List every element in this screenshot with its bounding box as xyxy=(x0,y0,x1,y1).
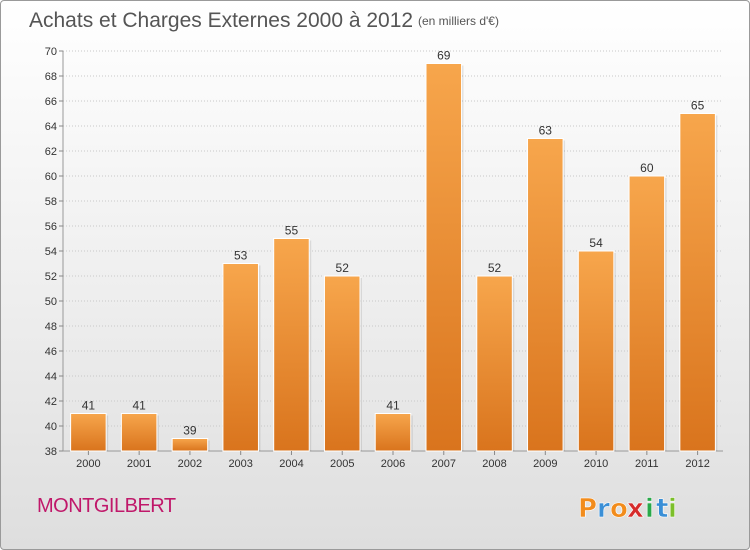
y-tick-label: 66 xyxy=(45,96,57,108)
x-tick-label: 2000 xyxy=(76,458,100,470)
logo-letter: r xyxy=(597,494,610,524)
bar-2007 xyxy=(425,63,463,452)
x-tick-label: 2002 xyxy=(178,458,202,470)
y-tick-labels: 38 40 42 44 46 48 50 52 54 56 58 60 62 64 66 68 70 xyxy=(45,46,63,458)
chart-subtitle: (en milliers d'€) xyxy=(418,14,499,28)
y-tick-label: 56 xyxy=(45,221,57,233)
commune-name: MONTGILBERT xyxy=(37,495,176,517)
bar-2001 xyxy=(120,413,158,452)
x-tick-label: 2010 xyxy=(584,458,608,470)
bar-value-label: 69 xyxy=(437,49,451,63)
bar-value-label: 39 xyxy=(183,424,197,438)
bar-2002 xyxy=(171,438,209,452)
x-tick-label: 2004 xyxy=(279,458,303,470)
grid-lines xyxy=(63,50,723,452)
bars xyxy=(70,63,718,452)
y-tick-label: 64 xyxy=(45,121,57,133)
bar-value-label: 55 xyxy=(285,224,299,238)
x-tick-label: 2009 xyxy=(533,458,557,470)
bar-value-label: 41 xyxy=(82,399,96,413)
y-tick-label: 54 xyxy=(45,246,57,258)
y-tick-label: 70 xyxy=(45,46,57,58)
bar-2008 xyxy=(476,275,513,452)
logo-letter: i xyxy=(668,494,677,524)
bar-value-label: 65 xyxy=(691,99,705,113)
bar-value-label: 63 xyxy=(539,124,553,138)
bar-value-label: 54 xyxy=(589,236,603,250)
x-tick-label: 2008 xyxy=(482,458,506,470)
x-tick-label: 2001 xyxy=(127,458,151,470)
y-tick-label: 62 xyxy=(45,146,57,158)
logo-letter: x xyxy=(627,494,644,524)
logo-letter: i xyxy=(645,494,654,524)
bar-value-label: 53 xyxy=(234,249,248,263)
logo-letter: o xyxy=(610,494,628,524)
y-tick-label: 50 xyxy=(45,296,57,308)
bar-2000 xyxy=(70,413,107,452)
y-tick-label: 58 xyxy=(45,196,57,208)
x-tick-label: 2005 xyxy=(330,458,354,470)
bar-value-label: 41 xyxy=(132,399,146,413)
y-tick-label: 52 xyxy=(45,271,57,283)
bar-2005 xyxy=(323,275,361,452)
y-tick-label: 68 xyxy=(45,71,57,83)
y-tick-label: 38 xyxy=(45,446,57,458)
y-tick-label: 60 xyxy=(45,171,57,183)
bar-2004 xyxy=(273,238,310,452)
logo-letter: P xyxy=(578,494,597,524)
bar-2012 xyxy=(679,113,716,452)
x-tick-label: 2011 xyxy=(635,458,659,470)
bar-value-label: 41 xyxy=(386,399,400,413)
x-tick-label: 2007 xyxy=(432,458,456,470)
bar-value-label: 60 xyxy=(640,161,654,175)
y-tick-label: 40 xyxy=(45,421,57,433)
bar-value-labels: 41 41 39 53 55 52 41 69 52 63 54 60 65 xyxy=(82,49,705,438)
y-tick-label: 44 xyxy=(45,371,57,383)
x-tick-label: 2012 xyxy=(685,458,709,470)
bar-2011 xyxy=(628,175,666,452)
y-tick-label: 46 xyxy=(45,346,57,358)
chart-title: Achats et Charges Externes 2000 à 2012 xyxy=(29,9,414,32)
bar-2006 xyxy=(374,413,412,452)
bar-value-label: 52 xyxy=(336,261,350,275)
y-tick-label: 48 xyxy=(45,321,57,333)
bar-2009 xyxy=(527,138,564,452)
logo-letter: t xyxy=(656,494,668,524)
x-tick-label: 2006 xyxy=(381,458,405,470)
bar-2003 xyxy=(222,263,259,452)
x-tick-label: 2003 xyxy=(228,458,252,470)
bar-2010 xyxy=(577,250,615,452)
y-tick-label: 42 xyxy=(45,396,57,408)
x-tick-labels: 2000 2001 2002 2003 2004 2005 2006 2007 2008 2009… xyxy=(76,451,710,470)
bar-value-label: 52 xyxy=(488,261,502,275)
